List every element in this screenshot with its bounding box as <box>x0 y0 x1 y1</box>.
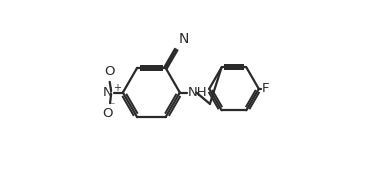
Text: +: + <box>113 83 121 93</box>
Text: O: O <box>102 107 112 120</box>
Text: F: F <box>262 82 270 95</box>
Text: NH: NH <box>187 86 207 99</box>
Text: O: O <box>104 65 115 78</box>
Text: N: N <box>103 86 113 99</box>
Text: ⁻: ⁻ <box>109 102 114 112</box>
Text: N: N <box>178 32 189 46</box>
